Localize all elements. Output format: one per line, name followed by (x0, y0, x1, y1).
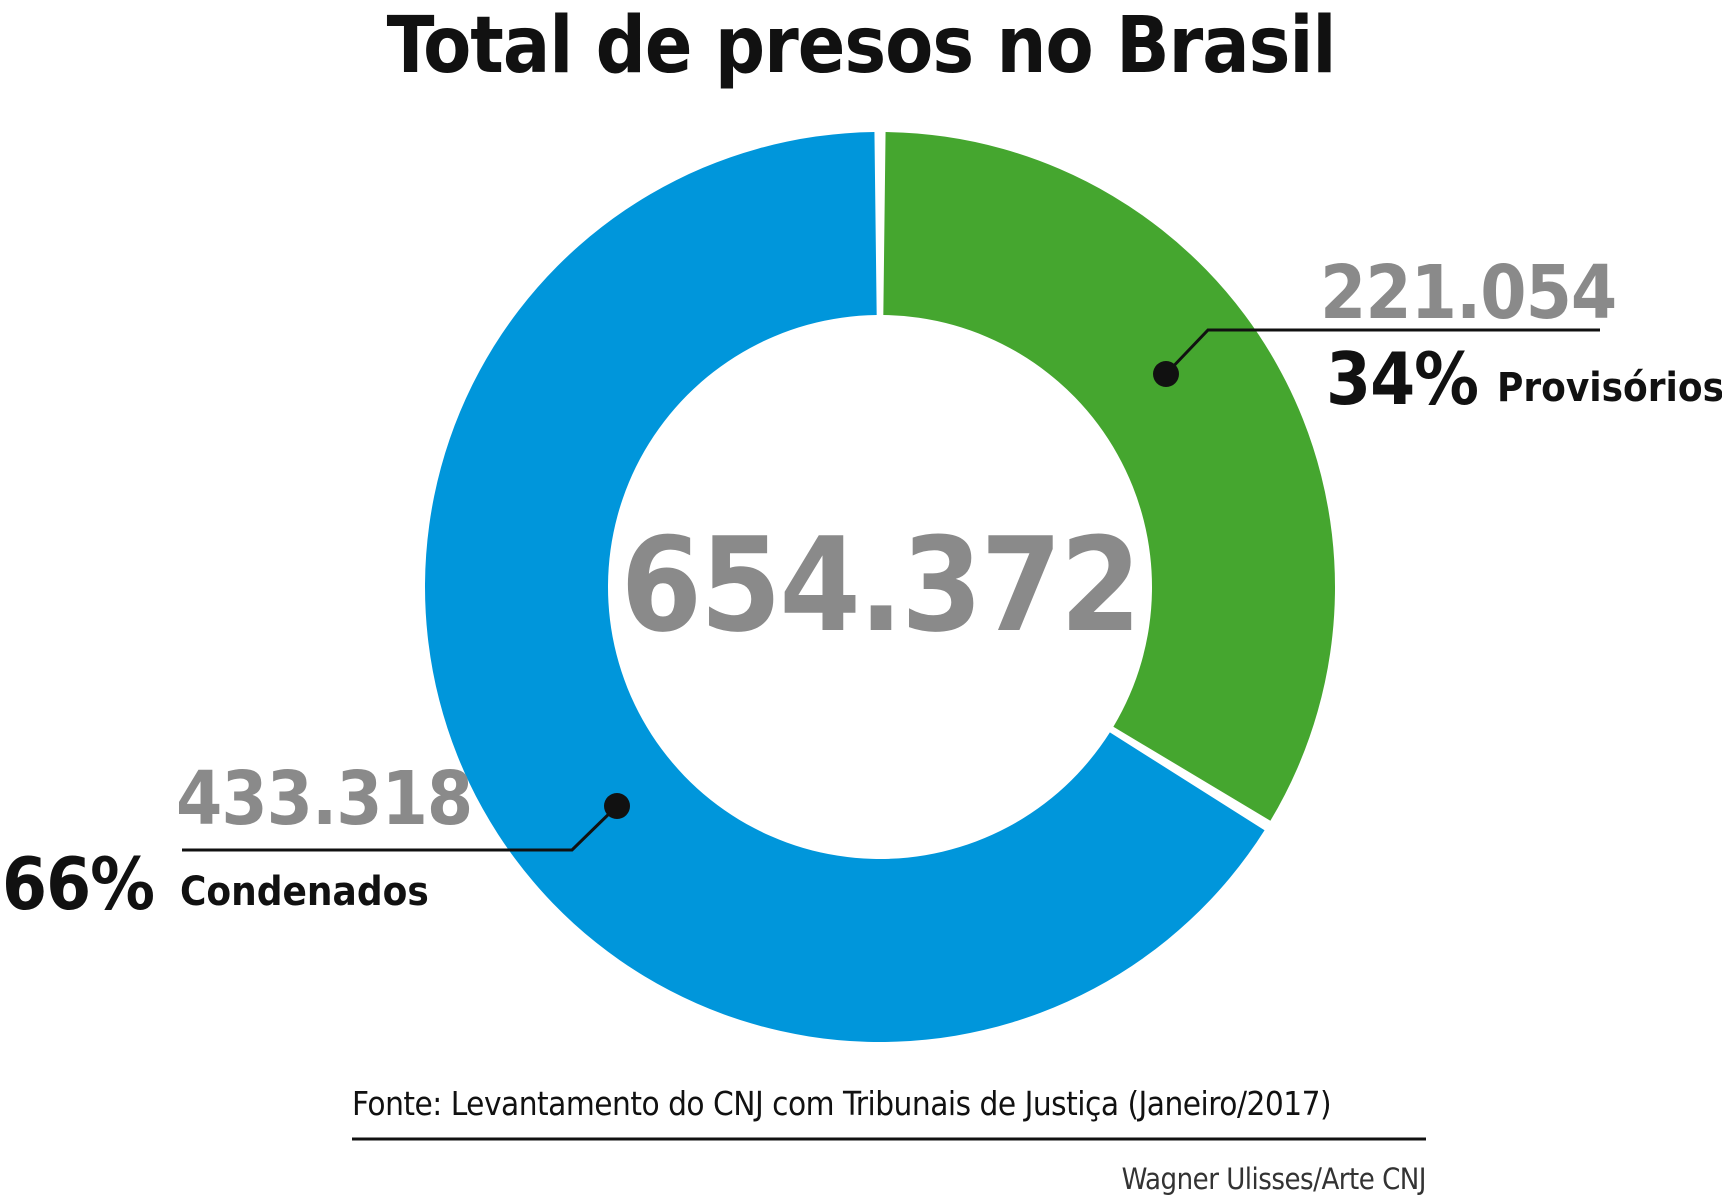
credit-note: Wagner Ulisses/Arte CNJ (1121, 1162, 1427, 1196)
condenados-label: Condenados (180, 869, 429, 915)
source-note: Fonte: Levantamento do CNJ com Tribunais… (352, 1084, 1332, 1123)
provisorios-label: Provisórios (1497, 365, 1722, 411)
total-value: 654.372 (620, 509, 1142, 661)
slice-condenados (424, 132, 1265, 1043)
provisorios-count: 221.054 (1320, 250, 1617, 336)
slice-provisrios (883, 132, 1336, 821)
condenados-count: 433.318 (176, 756, 473, 842)
condenados-percent: 66% (2, 842, 155, 926)
provisorios-percent: 34% (1326, 337, 1479, 421)
condenados-leader-line (182, 804, 619, 852)
provisorios-leader-line (1164, 328, 1600, 376)
chart-title: Total de presos no Brasil (386, 1, 1337, 91)
condenados-leader-dot (604, 793, 630, 819)
provisorios-leader-dot (1153, 361, 1179, 387)
